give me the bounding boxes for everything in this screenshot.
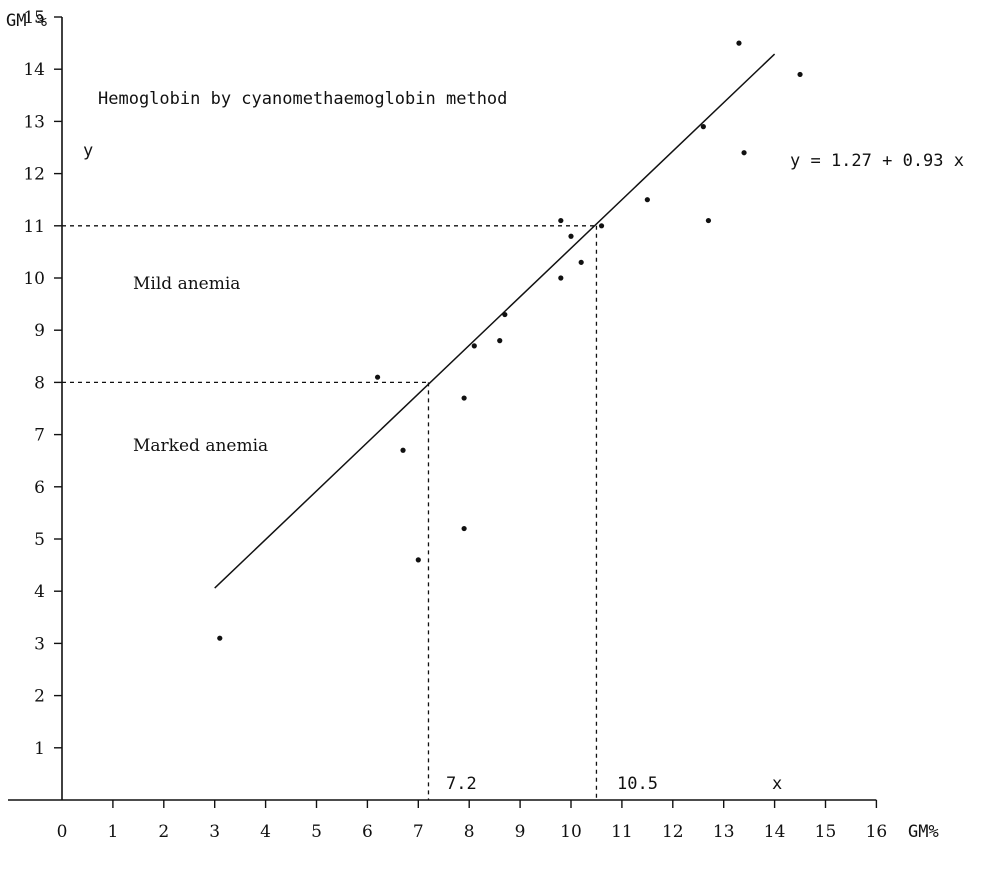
mild-anemia-label: Mild anemia [133,274,240,294]
data-point [471,343,477,349]
data-point [400,447,406,453]
regression-equation: y = 1.27 + 0.93 x [790,151,964,171]
x-tick-label: 8 [464,822,475,842]
data-points [217,40,803,641]
x-tick-label: 0 [57,822,68,842]
data-point [502,311,508,318]
x-tick-label: 2 [158,822,169,842]
y-tick-label: 4 [34,582,45,602]
x-tick-label: 9 [515,822,526,842]
x-tick-label: 7 [413,822,424,842]
y-tick-label: 7 [34,426,45,446]
x-tick-label: 14 [764,822,786,842]
threshold-x-label-10-5: 10.5 [617,774,658,794]
x-tick-label: 13 [713,822,735,842]
data-point [497,338,503,344]
regression-line [214,53,776,589]
data-point [558,275,564,281]
threshold-guides [62,225,598,800]
y-tick-label: 11 [23,217,45,237]
data-point [461,395,467,401]
y-tick-label: 14 [23,60,45,80]
data-point [700,124,706,130]
y-axis-unit-label: GM % [6,11,47,31]
x-tick-label: 3 [209,822,220,842]
x-axis-unit-label: GM% [908,822,939,842]
data-point [374,374,381,380]
x-tick-label: 10 [560,822,582,842]
data-point [461,525,467,532]
data-point [741,150,747,156]
x-tick-label: 6 [362,822,373,842]
y-tick-label: 6 [34,478,45,498]
data-point [797,71,803,78]
x-tick-label: 15 [815,822,837,842]
x-axis-letter: x [772,774,782,794]
x-tick-label: 1 [107,822,118,842]
data-point [217,635,223,641]
data-point [598,223,605,229]
y-tick-label: 2 [34,687,45,707]
y-tick-label: 13 [23,112,45,132]
x-tick-label: 5 [311,822,322,842]
data-point [415,557,421,563]
x-tick-label: 11 [611,822,633,842]
y-tick-label: 5 [34,530,45,550]
data-point [558,217,564,224]
x-tick-label: 16 [866,822,888,842]
y-tick-label: 8 [34,373,45,393]
y-axis-letter: y [83,141,93,161]
y-tick-label: 3 [34,634,45,654]
data-point [568,233,574,239]
marked-anemia-label: Marked anemia [133,436,268,456]
data-point [705,217,712,224]
y-tick-label: 12 [23,165,45,185]
threshold-x-label-7-2: 7.2 [446,774,477,794]
y-tick-label: 10 [23,269,45,289]
data-point [736,40,742,46]
x-tick-label: 4 [260,822,271,842]
y-tick-label: 1 [34,739,45,759]
x-tick-label: 12 [662,822,684,842]
data-point [578,259,584,265]
chart-title: Hemoglobin by cyanomethaemoglobin method [98,89,507,109]
y-tick-label: 9 [34,321,45,341]
data-point [644,197,650,203]
y-tick-label: 15 [23,8,45,28]
